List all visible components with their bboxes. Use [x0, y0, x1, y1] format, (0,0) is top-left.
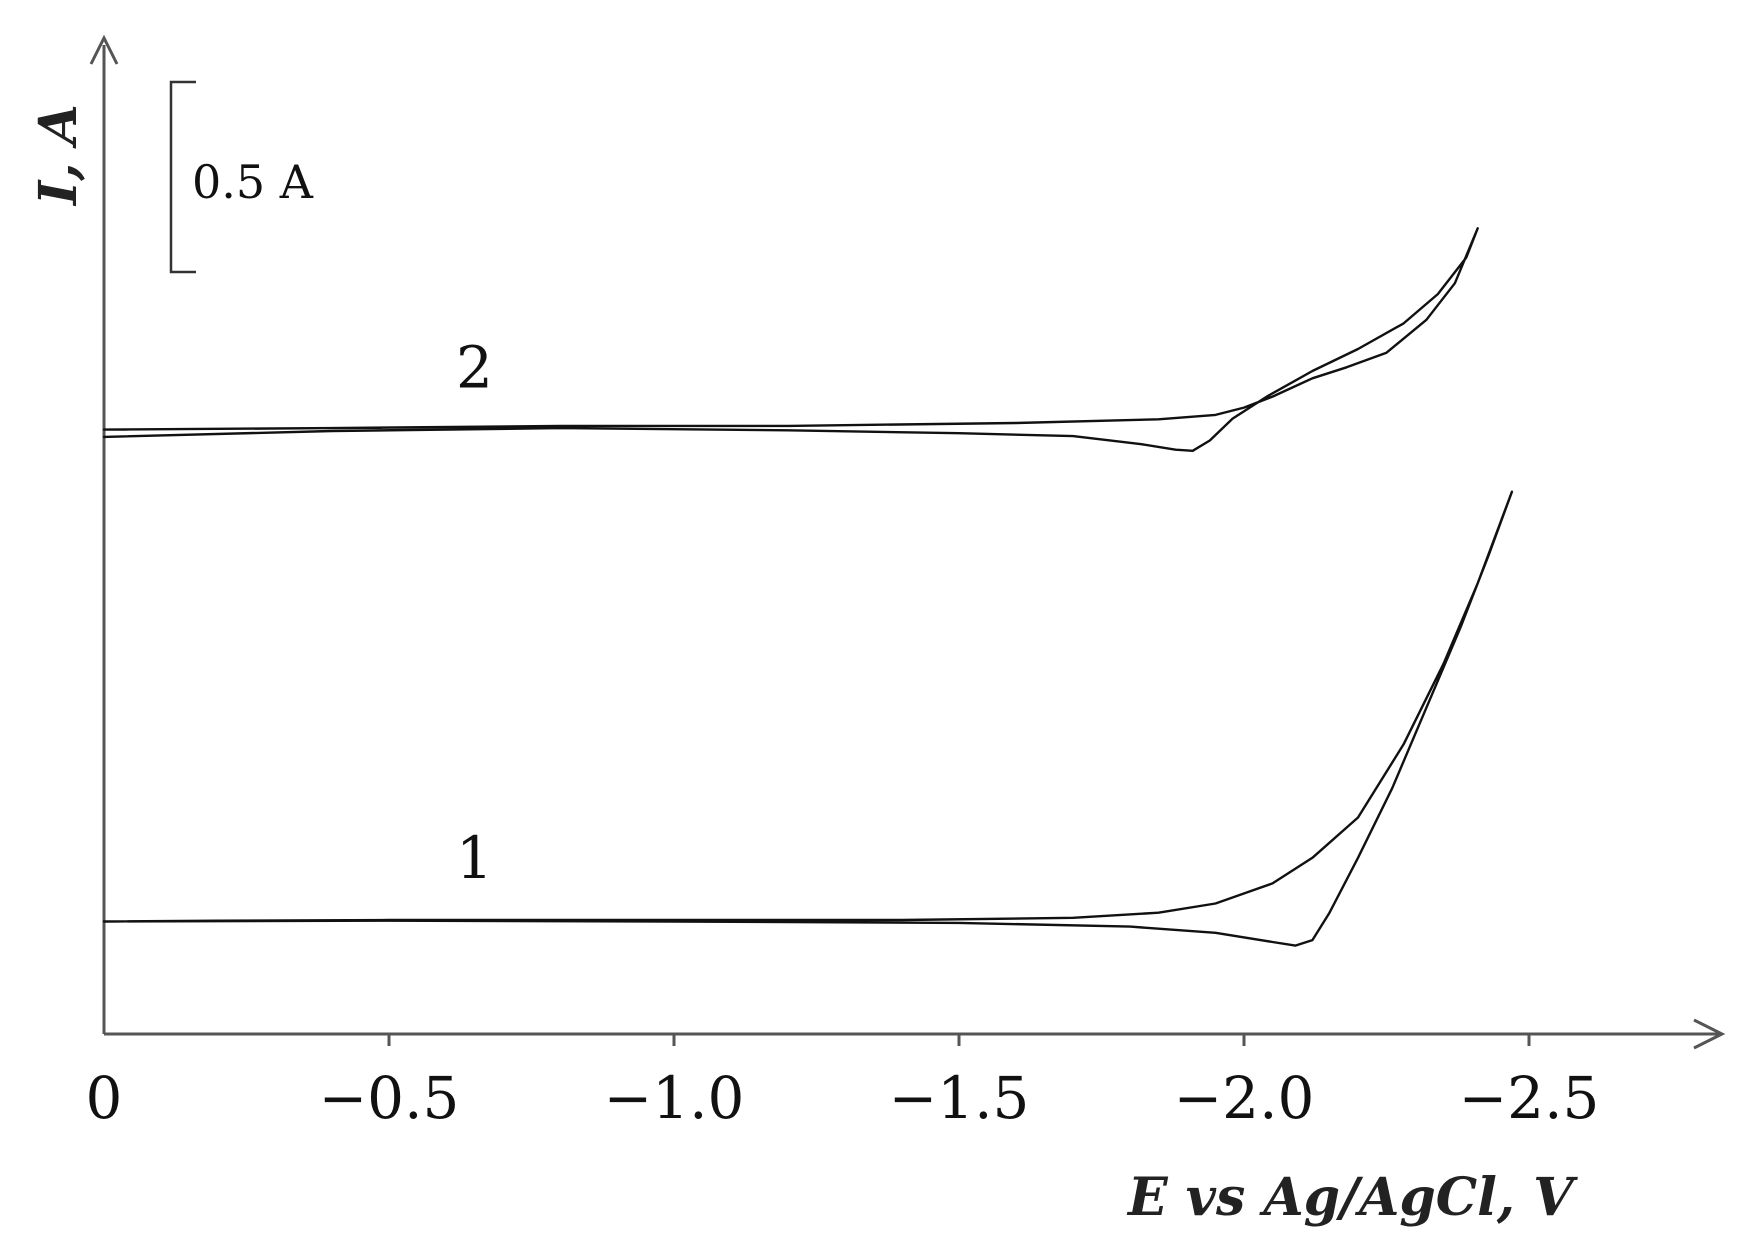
x-axis-arrow — [1693, 1018, 1726, 1050]
curve-label-1: 1 — [456, 824, 493, 892]
y-axis-arrow — [89, 34, 119, 65]
curve-label-2: 2 — [456, 333, 493, 401]
x-axis-ticks: 0 −0.5 −1.0 −1.5 −2.0 −2.5 — [86, 1034, 1600, 1132]
scale-bar-label: 0.5 A — [192, 155, 314, 209]
x-tick-label: −2.5 — [1459, 1064, 1600, 1132]
y-axis-title: I, A — [28, 104, 89, 207]
cv-curves: 12 — [102, 227, 1514, 947]
x-tick-label: −2.0 — [1174, 1064, 1315, 1132]
x-axis-title: E vs Ag/AgCl, V — [1126, 1167, 1578, 1228]
x-tick-label: 0 — [86, 1064, 123, 1132]
x-tick-label: −1.5 — [889, 1064, 1030, 1132]
cv-curve-1 — [102, 490, 1514, 947]
x-tick-label: −1.0 — [604, 1064, 745, 1132]
cv-curve-2 — [102, 227, 1479, 452]
scale-bar: 0.5 A — [169, 80, 314, 274]
x-tick-label: −0.5 — [319, 1064, 460, 1132]
scale-bar-line — [169, 80, 196, 274]
